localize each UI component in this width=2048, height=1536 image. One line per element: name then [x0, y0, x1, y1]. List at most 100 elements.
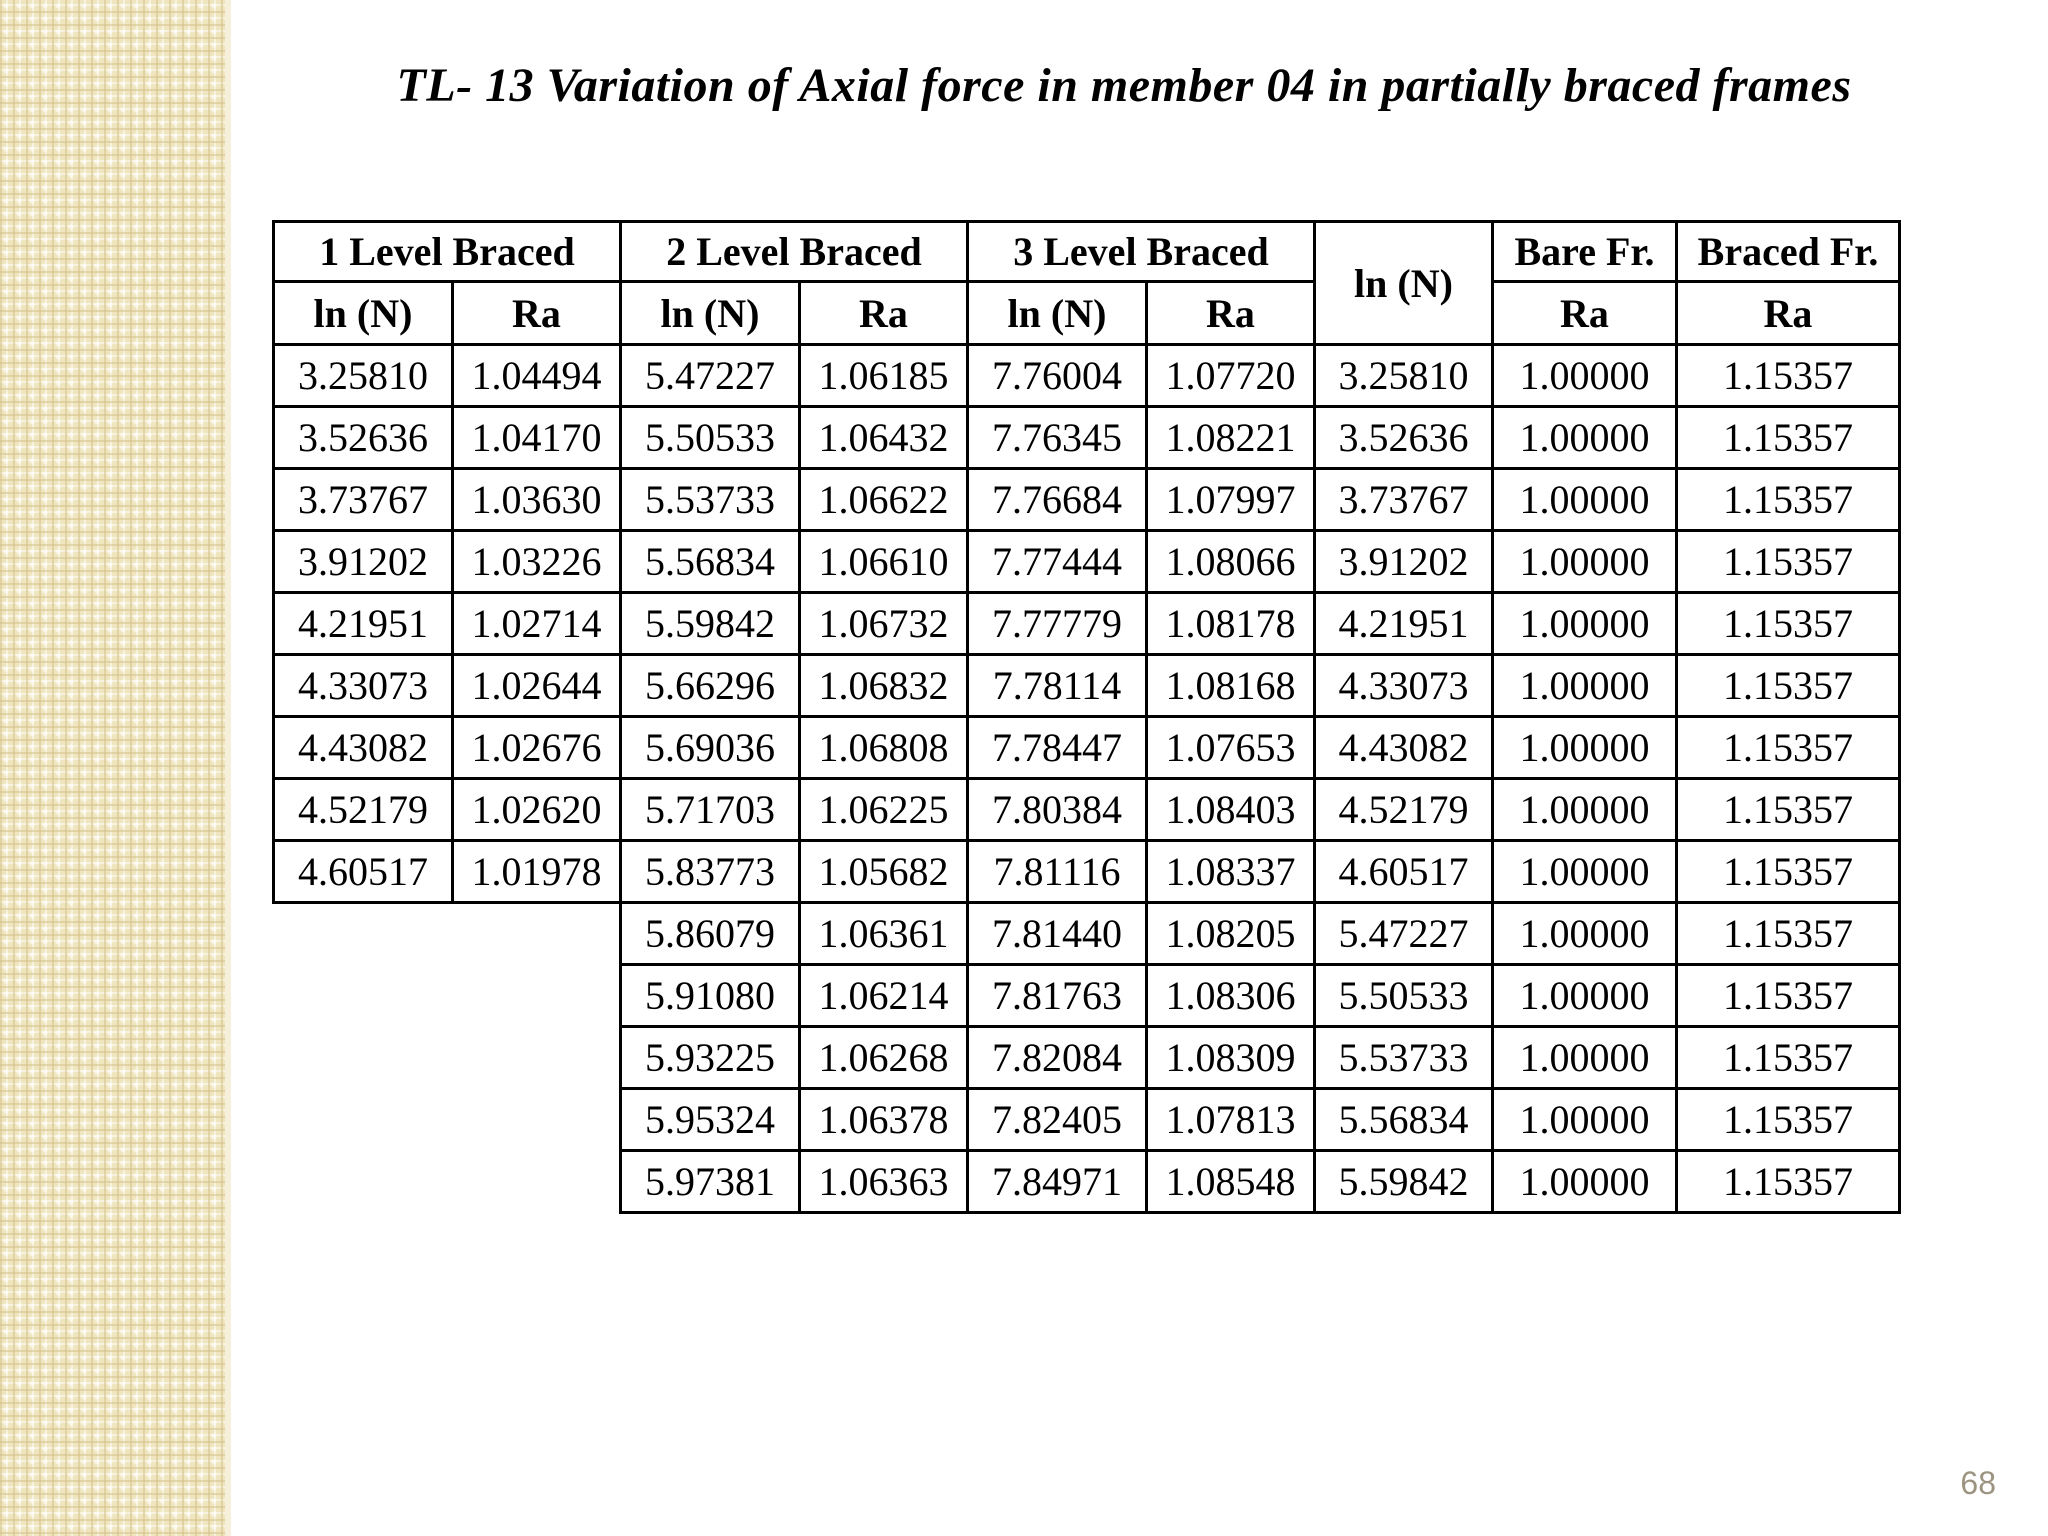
table-cell: 1.06268 — [798, 1025, 969, 1090]
table-cell: 7.77444 — [966, 529, 1148, 594]
table-row: 5.95324 1.06378 7.82405 1.07813 5.56834 1.000… — [274, 1087, 1901, 1152]
table-cell: 1.15357 — [1675, 1025, 1901, 1090]
sub-header-cell: ln (N) — [966, 280, 1148, 346]
table-cell: 4.43082 — [272, 715, 454, 780]
empty-cell — [274, 1151, 453, 1213]
table-cell: 3.25810 — [272, 343, 454, 408]
table-cell: 1.06432 — [798, 405, 969, 470]
table-cell: 5.71703 — [619, 777, 801, 842]
table-cell: 1.08178 — [1145, 591, 1316, 656]
table-cell: 5.59842 — [619, 591, 801, 656]
table-cell: 5.86079 — [619, 901, 801, 966]
table-cell: 5.56834 — [1313, 1087, 1494, 1152]
table-cell: 1.04494 — [451, 343, 622, 408]
table-cell: 7.78114 — [966, 653, 1148, 718]
table-cell: 1.06622 — [798, 467, 969, 532]
sub-header-cell: ln (N) — [619, 280, 801, 346]
table-cell: 7.81116 — [966, 839, 1148, 904]
table-cell: 4.21951 — [1313, 591, 1494, 656]
table-cell: 1.15357 — [1675, 591, 1901, 656]
table-cell: 7.82084 — [966, 1025, 1148, 1090]
group-header-cell: Braced Fr. — [1675, 220, 1901, 283]
table-cell: 7.76684 — [966, 467, 1148, 532]
table-cell: 5.47227 — [619, 343, 801, 408]
table-cell: 4.52179 — [272, 777, 454, 842]
table-cell: 5.93225 — [619, 1025, 801, 1090]
table-cell: 1.02714 — [451, 591, 622, 656]
group-header-row: 1 Level Braced 2 Level Braced 3 Level Brac… — [272, 220, 1901, 346]
table-cell: 7.78447 — [966, 715, 1148, 780]
table-cell: 1.06363 — [798, 1149, 969, 1214]
sub-header-row: ln (N) Ra ln (N) Ra ln (N) Ra Ra Ra — [272, 280, 1901, 346]
table-cell: 5.83773 — [619, 839, 801, 904]
table-cell: 4.33073 — [272, 653, 454, 718]
table-cell: 7.84971 — [966, 1149, 1148, 1214]
table-cell: 1.08309 — [1145, 1025, 1316, 1090]
table-cell: 1.15357 — [1675, 963, 1901, 1028]
sub-header-cell: Ra — [798, 280, 969, 346]
table-cell: 1.15357 — [1675, 1087, 1901, 1152]
table-cell: 1.15357 — [1675, 715, 1901, 780]
table-cell: 5.59842 — [1313, 1149, 1494, 1214]
table-cell: 1.00000 — [1491, 467, 1678, 532]
sub-header-cell: Ra — [1145, 280, 1316, 346]
table-cell: 1.03630 — [451, 467, 622, 532]
table-cell: 1.03226 — [451, 529, 622, 594]
table-cell: 5.66296 — [619, 653, 801, 718]
table-cell: 1.00000 — [1491, 1025, 1678, 1090]
table-cell: 4.52179 — [1313, 777, 1494, 842]
table-cell: 4.43082 — [1313, 715, 1494, 780]
table-cell: 4.60517 — [1313, 839, 1494, 904]
table-cell: 1.08548 — [1145, 1149, 1316, 1214]
table-cell: 1.02644 — [451, 653, 622, 718]
table-row: 4.60517 1.01978 5.83773 1.05682 7.81116 1.083… — [272, 839, 1901, 904]
table-cell: 1.06832 — [798, 653, 969, 718]
table-cell: 5.91080 — [619, 963, 801, 1028]
table-cell: 5.50533 — [1313, 963, 1494, 1028]
table-cell: 1.15357 — [1675, 653, 1901, 718]
sub-header-cell: ln (N) — [272, 280, 454, 346]
table-cell: 1.00000 — [1491, 529, 1678, 594]
table-row: 4.43082 1.02676 5.69036 1.06808 7.78447 1.076… — [272, 715, 1901, 780]
table-cell: 1.15357 — [1675, 467, 1901, 532]
table-cell: 1.07997 — [1145, 467, 1316, 532]
table-cell: 1.15357 — [1675, 405, 1901, 470]
empty-cell — [453, 903, 621, 965]
table-row: 5.97381 1.06363 7.84971 1.08548 5.59842 1.000… — [274, 1149, 1901, 1214]
sub-header-cell: Ra — [451, 280, 622, 346]
table-cell: 1.06378 — [798, 1087, 969, 1152]
table-cell: 1.08337 — [1145, 839, 1316, 904]
table-cell: 3.52636 — [272, 405, 454, 470]
table-cell: 5.53733 — [619, 467, 801, 532]
table-cell: 7.77779 — [966, 591, 1148, 656]
table-cell: 7.82405 — [966, 1087, 1148, 1152]
sub-header-cell: Ra — [1491, 280, 1678, 346]
table-cell: 1.00000 — [1491, 777, 1678, 842]
table-body: 3.25810 1.04494 5.47227 1.06185 7.76004 1.077… — [272, 343, 1901, 1214]
table-cell: 3.73767 — [272, 467, 454, 532]
table-cell: 1.04170 — [451, 405, 622, 470]
data-table: 1 Level Braced 2 Level Braced 3 Level Brac… — [272, 220, 1901, 1214]
table-cell: 5.50533 — [619, 405, 801, 470]
table-row: 3.25810 1.04494 5.47227 1.06185 7.76004 1.077… — [272, 343, 1901, 408]
table-cell: 3.52636 — [1313, 405, 1494, 470]
table-cell: 1.08403 — [1145, 777, 1316, 842]
page-number: 68 — [1960, 1465, 1996, 1501]
left-texture-strip — [0, 0, 231, 1536]
table-cell: 5.56834 — [619, 529, 801, 594]
table-row: 5.86079 1.06361 7.81440 1.08205 5.47227 1.000… — [274, 901, 1901, 966]
table-cell: 1.00000 — [1491, 343, 1678, 408]
table-cell: 3.73767 — [1313, 467, 1494, 532]
table-cell: 1.08306 — [1145, 963, 1316, 1028]
table-cell: 1.00000 — [1491, 1087, 1678, 1152]
empty-cell — [274, 903, 453, 965]
table-cell: 1.06610 — [798, 529, 969, 594]
table-cell: 1.00000 — [1491, 653, 1678, 718]
table-cell: 1.08221 — [1145, 405, 1316, 470]
table-cell: 1.08205 — [1145, 901, 1316, 966]
table-cell: 7.81440 — [966, 901, 1148, 966]
table-cell: 1.02676 — [451, 715, 622, 780]
table-cell: 1.06185 — [798, 343, 969, 408]
table-cell: 1.00000 — [1491, 1149, 1678, 1214]
